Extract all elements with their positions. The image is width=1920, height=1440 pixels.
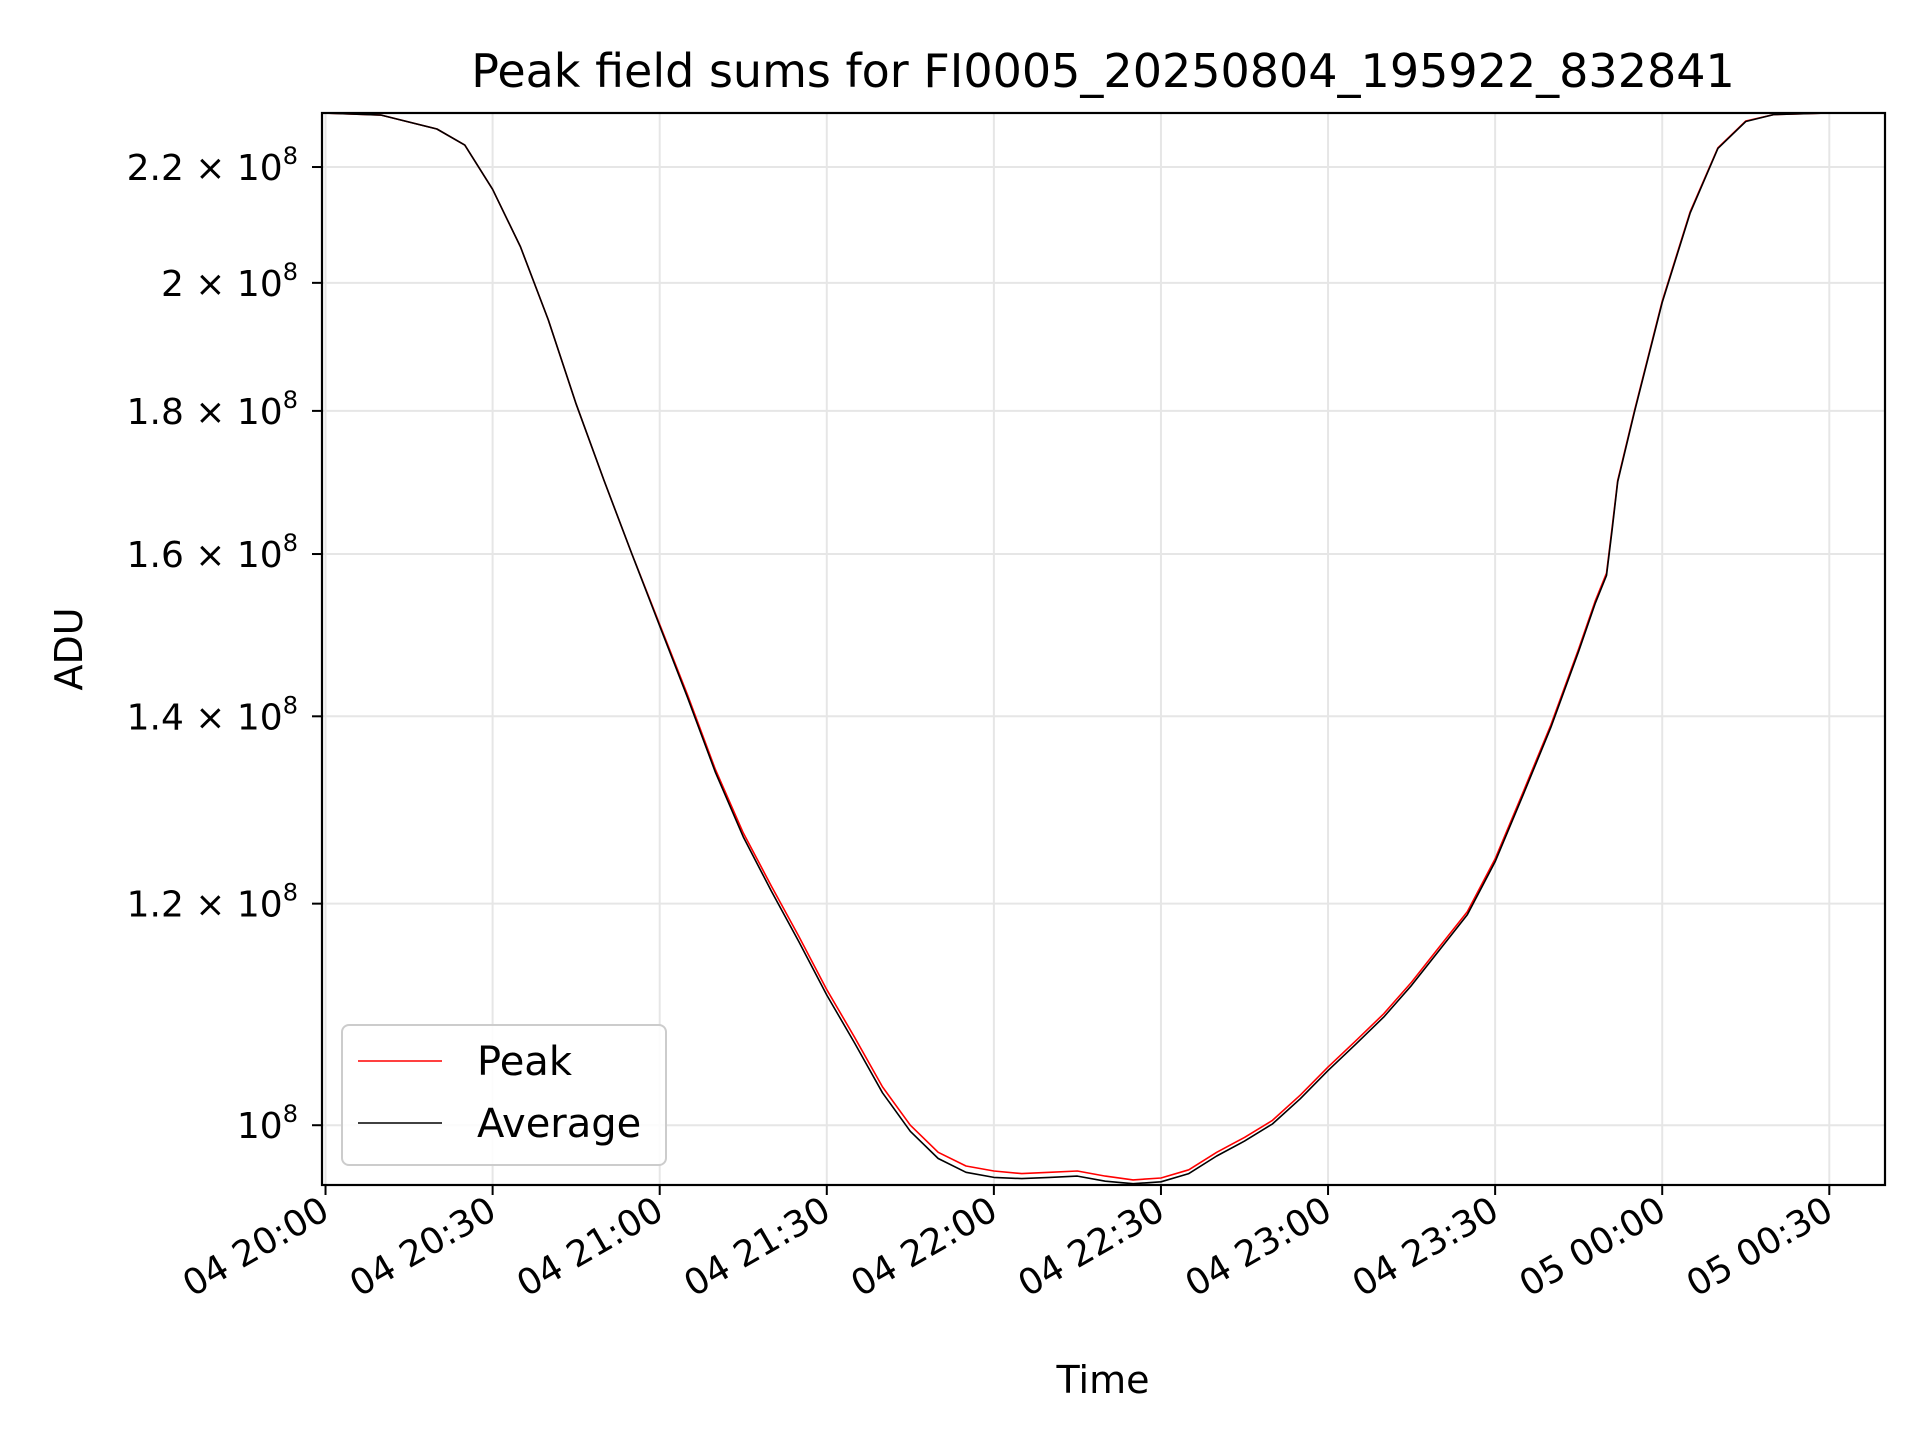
y-tick-label: 2.2 × 108 [127,142,298,189]
y-tick-label: 108 [237,1100,298,1147]
y-tick-exponent: 8 [283,258,298,286]
plot-frame [320,111,1887,1187]
series-line-average [321,112,1830,1185]
y-tick-mantissa: 1.4 × 10 [127,697,283,738]
y-tick-exponent: 8 [283,142,298,170]
y-tick-exponent: 8 [283,1100,298,1128]
grid [322,113,1885,1185]
x-axis-label: Time [1056,1358,1150,1402]
legend-box [341,1024,667,1166]
y-tick-label: 1.8 × 108 [127,386,298,433]
y-tick-label: 1.2 × 108 [127,879,298,926]
y-tick-mantissa: 1.8 × 10 [127,392,283,433]
y-tick-exponent: 8 [283,386,298,414]
y-tick-exponent: 8 [283,691,298,719]
y-tick-label: 2 × 108 [161,258,298,305]
y-axis-label: ADU [47,607,91,690]
chart-title: Peak field sums for FI0005_20250804_1959… [471,44,1735,98]
y-tick-mantissa: 1.6 × 10 [127,535,283,576]
y-tick-mantissa: 1.2 × 10 [127,885,283,926]
legend-label-average: Average [477,1101,641,1147]
series-layer [321,112,1830,1185]
legend-label-peak: Peak [477,1039,573,1085]
y-tick-exponent: 8 [283,879,298,907]
y-tick-mantissa: 10 [237,1106,283,1147]
y-tick-mantissa: 2 × 10 [161,264,283,305]
y-tick-label: 1.4 × 108 [127,691,298,738]
legend: Peak Average [341,1024,667,1166]
y-tick-label: 1.6 × 108 [127,529,298,576]
y-tick-exponent: 8 [283,529,298,557]
y-tick-mantissa: 2.2 × 10 [127,148,283,189]
